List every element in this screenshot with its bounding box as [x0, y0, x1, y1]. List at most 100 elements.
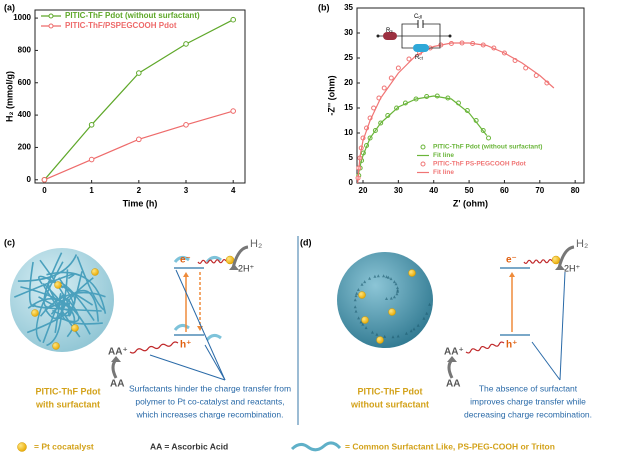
sample-name: without surfactant [350, 399, 429, 409]
electron-label: e⁻ [506, 255, 517, 266]
series-line [43, 19, 234, 181]
surfactant-fiber [76, 256, 105, 311]
x-tick-label: 50 [465, 186, 474, 195]
surface-spike [389, 296, 393, 300]
surfactant-fiber [20, 286, 76, 338]
y-tick-label: 10 [344, 128, 353, 137]
surface-spike [382, 274, 386, 278]
surfactant-fiber [50, 289, 99, 322]
legend-marker [420, 144, 426, 150]
label-main: C [414, 14, 419, 20]
arrow-head [447, 356, 457, 362]
caption-line: which increases charge recombination. [136, 409, 284, 419]
surfactant-fiber [43, 252, 65, 309]
data-point [395, 65, 401, 71]
series-line [357, 95, 488, 181]
x-tick-label: 30 [394, 186, 403, 195]
circuit-label: Cdl [414, 14, 422, 20]
y-tick-label: 0 [27, 175, 32, 184]
pt-cocatalyst [358, 291, 366, 299]
arrow-head [555, 264, 565, 270]
surfactant-shell [205, 255, 222, 263]
surface-spike [404, 331, 408, 335]
surface-spike [392, 295, 396, 299]
data-point [381, 85, 387, 91]
pt-cocatalyst [17, 442, 27, 452]
pt-cocatalyst [388, 308, 396, 316]
y-tick-label: 400 [18, 110, 32, 119]
surfactant-fiber [46, 299, 63, 347]
protons-label: 2H⁺ [238, 263, 255, 273]
caption-line: The absence of surfactant [479, 383, 578, 393]
y-tick-label: 800 [18, 46, 32, 55]
arrow-head [111, 356, 121, 362]
pt-cocatalyst [71, 324, 79, 332]
surface-spike [383, 334, 387, 338]
arrow-head [229, 264, 239, 270]
data-point [183, 121, 189, 128]
sample-name: with surfactant [35, 399, 100, 409]
surface-spike [360, 282, 364, 286]
data-point [406, 56, 412, 62]
surface-spike [428, 302, 432, 306]
legend-pt: = Pt cocatalyst [34, 441, 94, 451]
surface-spike [375, 332, 379, 336]
caption-line: Surfactants hinder the charge transfer f… [129, 383, 291, 393]
label-sub: dl [418, 15, 422, 20]
surface-spike [416, 323, 420, 327]
surfactant-fiber [56, 297, 80, 323]
surface-spike [370, 330, 374, 334]
sample-name: PITIC-ThF Pdot [358, 386, 423, 396]
y-tick-label: 5 [349, 153, 354, 162]
rs-resistor [383, 32, 397, 40]
surface-spike [376, 274, 380, 278]
surface-spike [391, 335, 395, 339]
surface-spike [363, 280, 367, 284]
y-axis-label: H₂ (mmol/g) [4, 71, 14, 122]
y-tick-label: 25 [344, 53, 353, 62]
surfactant-fiber [39, 259, 72, 317]
surface-spike [353, 305, 357, 309]
h2-label: H₂ [576, 238, 588, 250]
legend-label: PITIC-ThF/PSPEGCOOH Pdot [65, 21, 177, 30]
x-tick-label: 1 [89, 186, 94, 195]
cap-gap [418, 20, 423, 28]
hole-label: h⁺ [180, 340, 191, 351]
aa-label: AA [110, 379, 124, 390]
surface-spike [392, 280, 396, 284]
data-point [183, 41, 189, 47]
surfactant-shell [173, 323, 190, 331]
surfactant-fiber [42, 294, 65, 344]
reaction-arrow [111, 358, 118, 379]
label-sub: s [390, 29, 393, 34]
surface-spike [353, 298, 357, 302]
surface-spike [409, 329, 413, 333]
y-tick-label: 0 [349, 178, 354, 187]
surface-spike [396, 288, 400, 292]
caption-line: polymer to Pt co-catalyst and reactants, [135, 396, 284, 406]
panel-label: (d) [300, 237, 312, 247]
pt-cocatalyst [31, 309, 39, 317]
x-tick-label: 2 [137, 186, 142, 195]
data-point [88, 156, 95, 163]
data-point [230, 108, 237, 114]
y-axis-label: -Z'' (ohm) [326, 75, 336, 115]
protons-label: 2H⁺ [564, 263, 581, 273]
pointer-line [204, 344, 226, 381]
pointer-line [149, 354, 226, 381]
legend-label: PITIC-ThF PS-PEGCOOH Pdot [433, 161, 527, 168]
rct-resistor [413, 44, 429, 52]
surface-spike [356, 288, 360, 291]
surface-spike [385, 297, 388, 300]
surface-spike [368, 276, 372, 280]
aa-plus-label: AA⁺ [444, 347, 464, 358]
label-sub: ct [419, 56, 423, 61]
x-tick-label: 40 [429, 186, 438, 195]
sample-name: PITIC-ThF Pdot [36, 386, 101, 396]
hole-path [129, 341, 179, 354]
surface-spike [359, 320, 363, 324]
series-line [44, 110, 234, 181]
x-axis-label: Z' (ohm) [453, 198, 488, 208]
caption-line: improves charge transfer while [470, 396, 586, 406]
